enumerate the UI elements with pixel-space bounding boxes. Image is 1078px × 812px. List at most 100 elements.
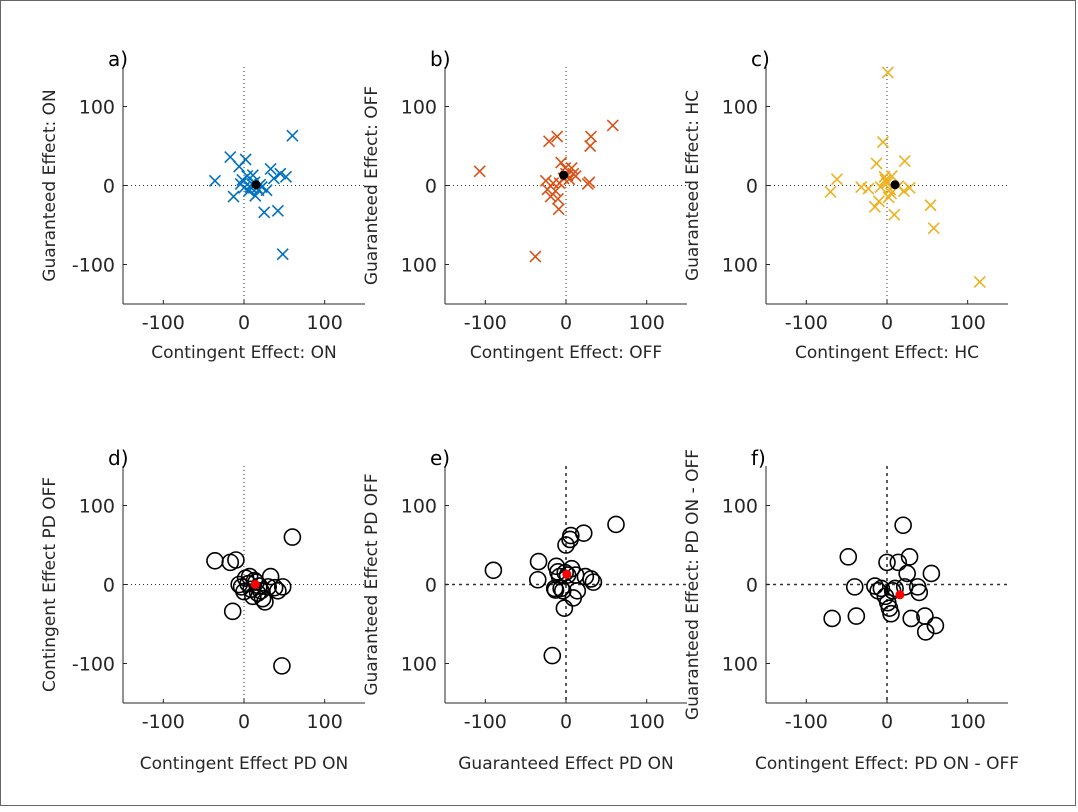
y-tick-label: 0 (103, 575, 115, 597)
data-point (927, 222, 940, 235)
y-tick-label: 0 (103, 176, 115, 198)
data-point (271, 204, 284, 217)
data-point (273, 657, 291, 675)
mean-point (251, 180, 261, 190)
data-point (889, 553, 908, 572)
data-point (239, 153, 252, 166)
panel-label: c) (751, 47, 770, 71)
data-point (916, 623, 935, 641)
data-point (584, 130, 598, 143)
data-point (900, 548, 919, 566)
data-point (562, 526, 580, 545)
data-point (273, 578, 292, 596)
x-tick-label: 100 (950, 711, 986, 733)
data-point (555, 599, 574, 618)
data-point (870, 157, 883, 170)
data-point (876, 135, 890, 149)
data-point (484, 561, 503, 580)
data-point (568, 582, 587, 600)
data-point (549, 184, 562, 198)
data-point (253, 589, 272, 608)
y-tick-label: 100 (722, 496, 758, 518)
data-point (240, 567, 259, 586)
y-tick-label: 100 (722, 97, 758, 119)
x-axis-label: Contingent Effect PD ON (140, 754, 348, 774)
data-point (208, 174, 222, 187)
x-tick-label: -100 (142, 711, 185, 733)
x-tick-label: 100 (307, 711, 343, 733)
data-point (283, 528, 302, 546)
mean-point (890, 180, 900, 190)
data-point (258, 206, 271, 219)
data-point (845, 578, 864, 596)
data-point (259, 578, 278, 596)
y-tick-label: 0 (425, 575, 437, 597)
y-tick-label: -100 (72, 654, 115, 676)
x-axis-label: Guaranteed Effect PD ON (458, 754, 674, 774)
data-point (261, 567, 280, 586)
data-point (528, 570, 547, 589)
data-point (897, 184, 911, 198)
mean-point (895, 590, 905, 600)
data-point (922, 564, 941, 583)
y-tick-label: 100 (722, 255, 758, 277)
y-tick-label: 100 (79, 97, 115, 119)
panel-label: d) (108, 446, 129, 470)
data-point (551, 130, 564, 143)
data-point (264, 162, 277, 175)
data-point (855, 181, 868, 194)
y-tick-label: -100 (72, 255, 115, 277)
x-tick-label: 0 (560, 711, 572, 733)
data-point (473, 165, 486, 178)
data-point (274, 167, 287, 180)
data-point (882, 191, 895, 204)
x-tick-label: 0 (238, 711, 250, 733)
data-point (878, 553, 896, 572)
panel-label: b) (430, 47, 451, 71)
data-point (824, 185, 837, 198)
panel-2: -100 0 100 100 0 100 Contingent Effect: OFF Gua… (362, 47, 687, 363)
data-point (872, 195, 885, 208)
data-point (227, 190, 240, 203)
data-point (830, 173, 844, 186)
data-point (543, 646, 562, 665)
data-point (552, 203, 565, 216)
mean-point (250, 580, 260, 589)
data-point (223, 602, 242, 621)
data-point (235, 582, 253, 601)
data-point (584, 139, 597, 153)
data-point (542, 135, 556, 148)
y-tick-label: 100 (722, 654, 758, 676)
x-axis-label: Contingent Effect: PD ON - OFF (755, 754, 1019, 774)
data-point (882, 604, 900, 623)
x-tick-label: -100 (142, 312, 185, 334)
panel-1: -100 0 100 -100 0 100 Contingent Effect: ON Gua… (40, 47, 365, 363)
data-point (583, 176, 596, 189)
data-point (874, 181, 887, 194)
data-point (847, 607, 866, 625)
y-axis-label: Guaranteed Effect PD OFF (362, 473, 382, 695)
panel-4: -100 0 100 -100 0 100 Contingent Effect PD ON C… (40, 446, 365, 774)
data-point (868, 200, 881, 213)
mean-point (562, 569, 572, 579)
y-tick-label: 100 (401, 97, 437, 119)
x-axis-label: Contingent Effect: OFF (470, 343, 662, 363)
data-point (879, 173, 892, 187)
data-point (903, 181, 916, 194)
data-point (862, 182, 875, 195)
data-point (555, 156, 568, 169)
x-tick-label: -100 (785, 711, 828, 733)
data-point (910, 583, 929, 602)
data-point (886, 579, 904, 598)
data-point (224, 150, 237, 164)
y-axis-label: Guaranteed Effect: PD ON - OFF (683, 449, 703, 720)
data-point (569, 169, 582, 183)
data-point (894, 516, 912, 535)
data-point (606, 119, 619, 132)
data-point (246, 169, 259, 182)
x-tick-label: 0 (560, 312, 572, 334)
data-point (551, 192, 564, 205)
panel-3: -100 0 100 100 0 100 Contingent Effect: HC Guar… (683, 47, 1008, 363)
